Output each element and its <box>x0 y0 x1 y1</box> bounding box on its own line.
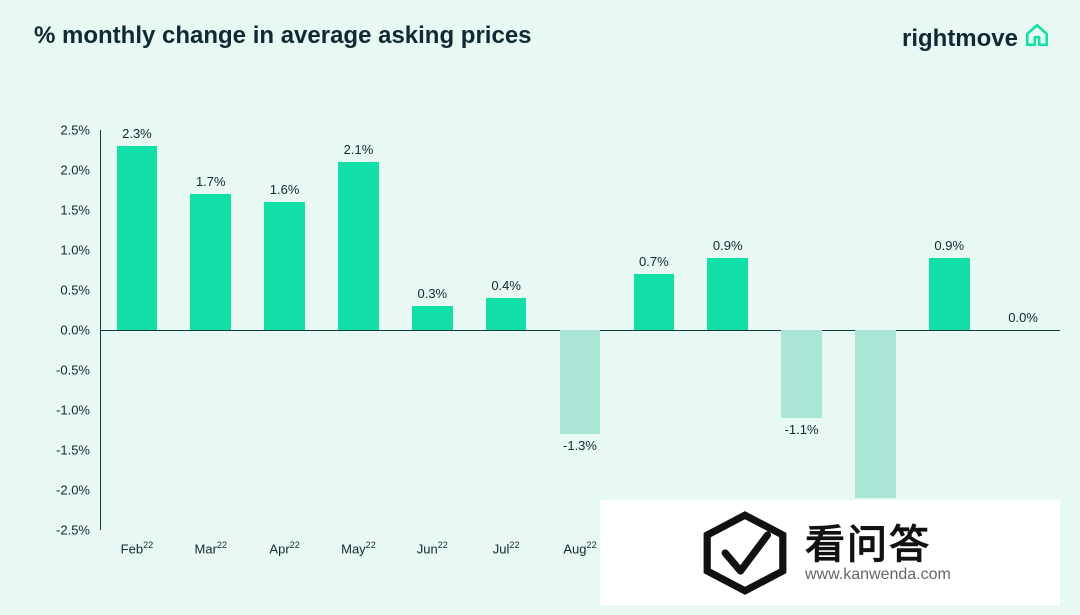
y-axis-tick-label: 2.0% <box>30 163 90 178</box>
x-axis-tick-label: Feb22 <box>121 540 154 556</box>
bar-value-label: 1.6% <box>270 182 300 197</box>
bar <box>634 274 675 330</box>
y-axis-tick-label: 2.5% <box>30 123 90 138</box>
bar-value-label: 1.7% <box>196 174 226 189</box>
chart-page: % monthly change in average asking price… <box>0 0 1080 615</box>
bar-value-label: 0.7% <box>639 254 669 269</box>
brand-text: rightmove <box>902 25 1018 53</box>
bar <box>412 306 453 330</box>
x-axis-tick-label: Jun22 <box>417 540 448 556</box>
y-axis-tick-label: 0.5% <box>30 283 90 298</box>
x-axis-tick-label: Jul22 <box>493 540 520 556</box>
y-axis-tick-label: -1.5% <box>30 443 90 458</box>
bar-value-label: 2.1% <box>344 142 374 157</box>
bar-value-label: -1.3% <box>563 438 597 453</box>
bar <box>855 330 896 498</box>
bar <box>781 330 822 418</box>
x-axis-tick-label: Mar22 <box>195 540 228 556</box>
x-axis-tick-label: Apr22 <box>269 540 299 556</box>
bar <box>929 258 970 330</box>
chart-plot-area: 2.3%Feb221.7%Mar221.6%Apr222.1%May220.3%… <box>100 130 1060 530</box>
bar-value-label: 0.3% <box>417 286 447 301</box>
bar-value-label: 2.3% <box>122 126 152 141</box>
bar <box>560 330 601 434</box>
bar <box>486 298 527 330</box>
bar-value-label: 0.0% <box>1008 310 1038 325</box>
y-axis-tick-label: -0.5% <box>30 363 90 378</box>
x-axis-tick-label: Oct22 <box>713 540 743 556</box>
y-axis-tick-label: 0.0% <box>30 323 90 338</box>
chart-title: % monthly change in average asking price… <box>34 22 532 50</box>
x-axis-tick-label: Feb23 <box>1007 540 1040 556</box>
bar-value-label: 0.4% <box>491 278 521 293</box>
x-axis-tick-label: Aug22 <box>563 540 596 556</box>
x-axis-tick-label: Jan23 <box>934 540 965 556</box>
bar <box>338 162 379 330</box>
bar-value-label: 0.9% <box>934 238 964 253</box>
y-axis-tick-label: -2.5% <box>30 523 90 538</box>
bar-value-label: -2.1% <box>858 502 892 517</box>
y-axis-tick-label: -2.0% <box>30 483 90 498</box>
y-axis-tick-label: 1.0% <box>30 243 90 258</box>
x-axis-tick-label: Sep22 <box>637 540 670 556</box>
bar <box>264 202 305 330</box>
x-axis-tick-label: Nov22 <box>785 540 818 556</box>
x-axis-tick-label: May22 <box>341 540 376 556</box>
bar <box>707 258 748 330</box>
y-axis-tick-label: -1.0% <box>30 403 90 418</box>
bar <box>117 146 158 330</box>
bar-value-label: -1.1% <box>785 422 819 437</box>
house-icon <box>1024 22 1050 55</box>
x-axis-tick-label: Dec22 <box>859 540 892 556</box>
bar <box>190 194 231 330</box>
bar-value-label: 0.9% <box>713 238 743 253</box>
watermark-url: www.kanwenda.com <box>805 566 951 584</box>
y-axis-tick-label: 1.5% <box>30 203 90 218</box>
brand-logo: rightmove <box>902 22 1050 55</box>
